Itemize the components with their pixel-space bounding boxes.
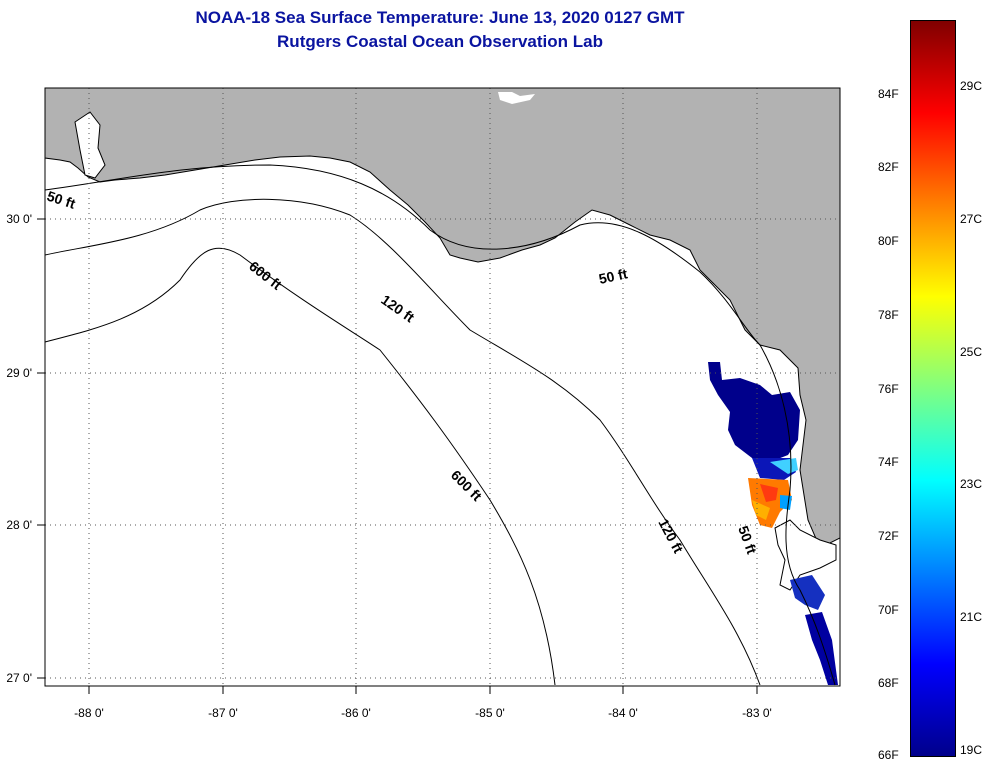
colorbar-c-label: 19C — [960, 742, 983, 757]
isobath-label-600ft: 600 ft — [246, 258, 285, 293]
lat-tick-label: 28 0' — [6, 518, 32, 532]
colorbar-c-label: 23C — [960, 477, 983, 492]
tick-marks — [37, 218, 758, 694]
colorbar-f-label: 68F — [878, 676, 899, 691]
land-mass — [44, 87, 841, 549]
isobath-label-50ft: 50 ft — [597, 265, 629, 287]
colorbar — [910, 20, 956, 757]
colorbar-f-label: 82F — [878, 160, 899, 175]
lat-tick-label: 27 0' — [6, 671, 32, 685]
title-line-1: NOAA-18 Sea Surface Temperature: June 13… — [195, 8, 685, 27]
map-frame — [44, 87, 841, 687]
colorbar-f-label: 70F — [878, 602, 899, 617]
colorbar-f-label: 66F — [878, 748, 899, 762]
colorbar-c-label: 21C — [960, 609, 983, 624]
colorbar-f-label: 74F — [878, 455, 899, 470]
colorbar-f-label: 72F — [878, 528, 899, 543]
isobath-label-120ft: 120 ft — [378, 291, 417, 325]
isobaths — [44, 164, 836, 686]
colorbar-f-label: 78F — [878, 307, 899, 322]
lat-tick-label: 30 0' — [6, 212, 32, 226]
colorbar-c-label: 27C — [960, 211, 983, 226]
title-line-2: Rutgers Coastal Ocean Observation Lab — [277, 32, 603, 51]
colorbar-f-label: 80F — [878, 234, 899, 249]
isobath-label-50ft: 50 ft — [735, 524, 760, 557]
lon-tick-label: -84 0' — [608, 706, 638, 720]
colorbar-f-label: 76F — [878, 381, 899, 396]
lat-tick-label: 29 0' — [6, 366, 32, 380]
lake — [498, 92, 535, 104]
tampa-bay — [774, 519, 837, 591]
lon-tick-label: -87 0' — [208, 706, 238, 720]
isobath-label-50ft: 50 ft — [45, 188, 78, 212]
lon-tick-label: -83 0' — [742, 706, 772, 720]
lon-tick-label: -86 0' — [341, 706, 371, 720]
lon-tick-label: -88 0' — [74, 706, 104, 720]
lon-tick-label: -85 0' — [475, 706, 505, 720]
colorbar-c-label: 25C — [960, 344, 983, 359]
inlet — [74, 111, 106, 179]
colorbar-c-label: 29C — [960, 79, 983, 94]
isobath-label-120ft: 120 ft — [655, 516, 686, 556]
colorbar-f-label: 84F — [878, 86, 899, 101]
sst-observations — [708, 362, 838, 685]
